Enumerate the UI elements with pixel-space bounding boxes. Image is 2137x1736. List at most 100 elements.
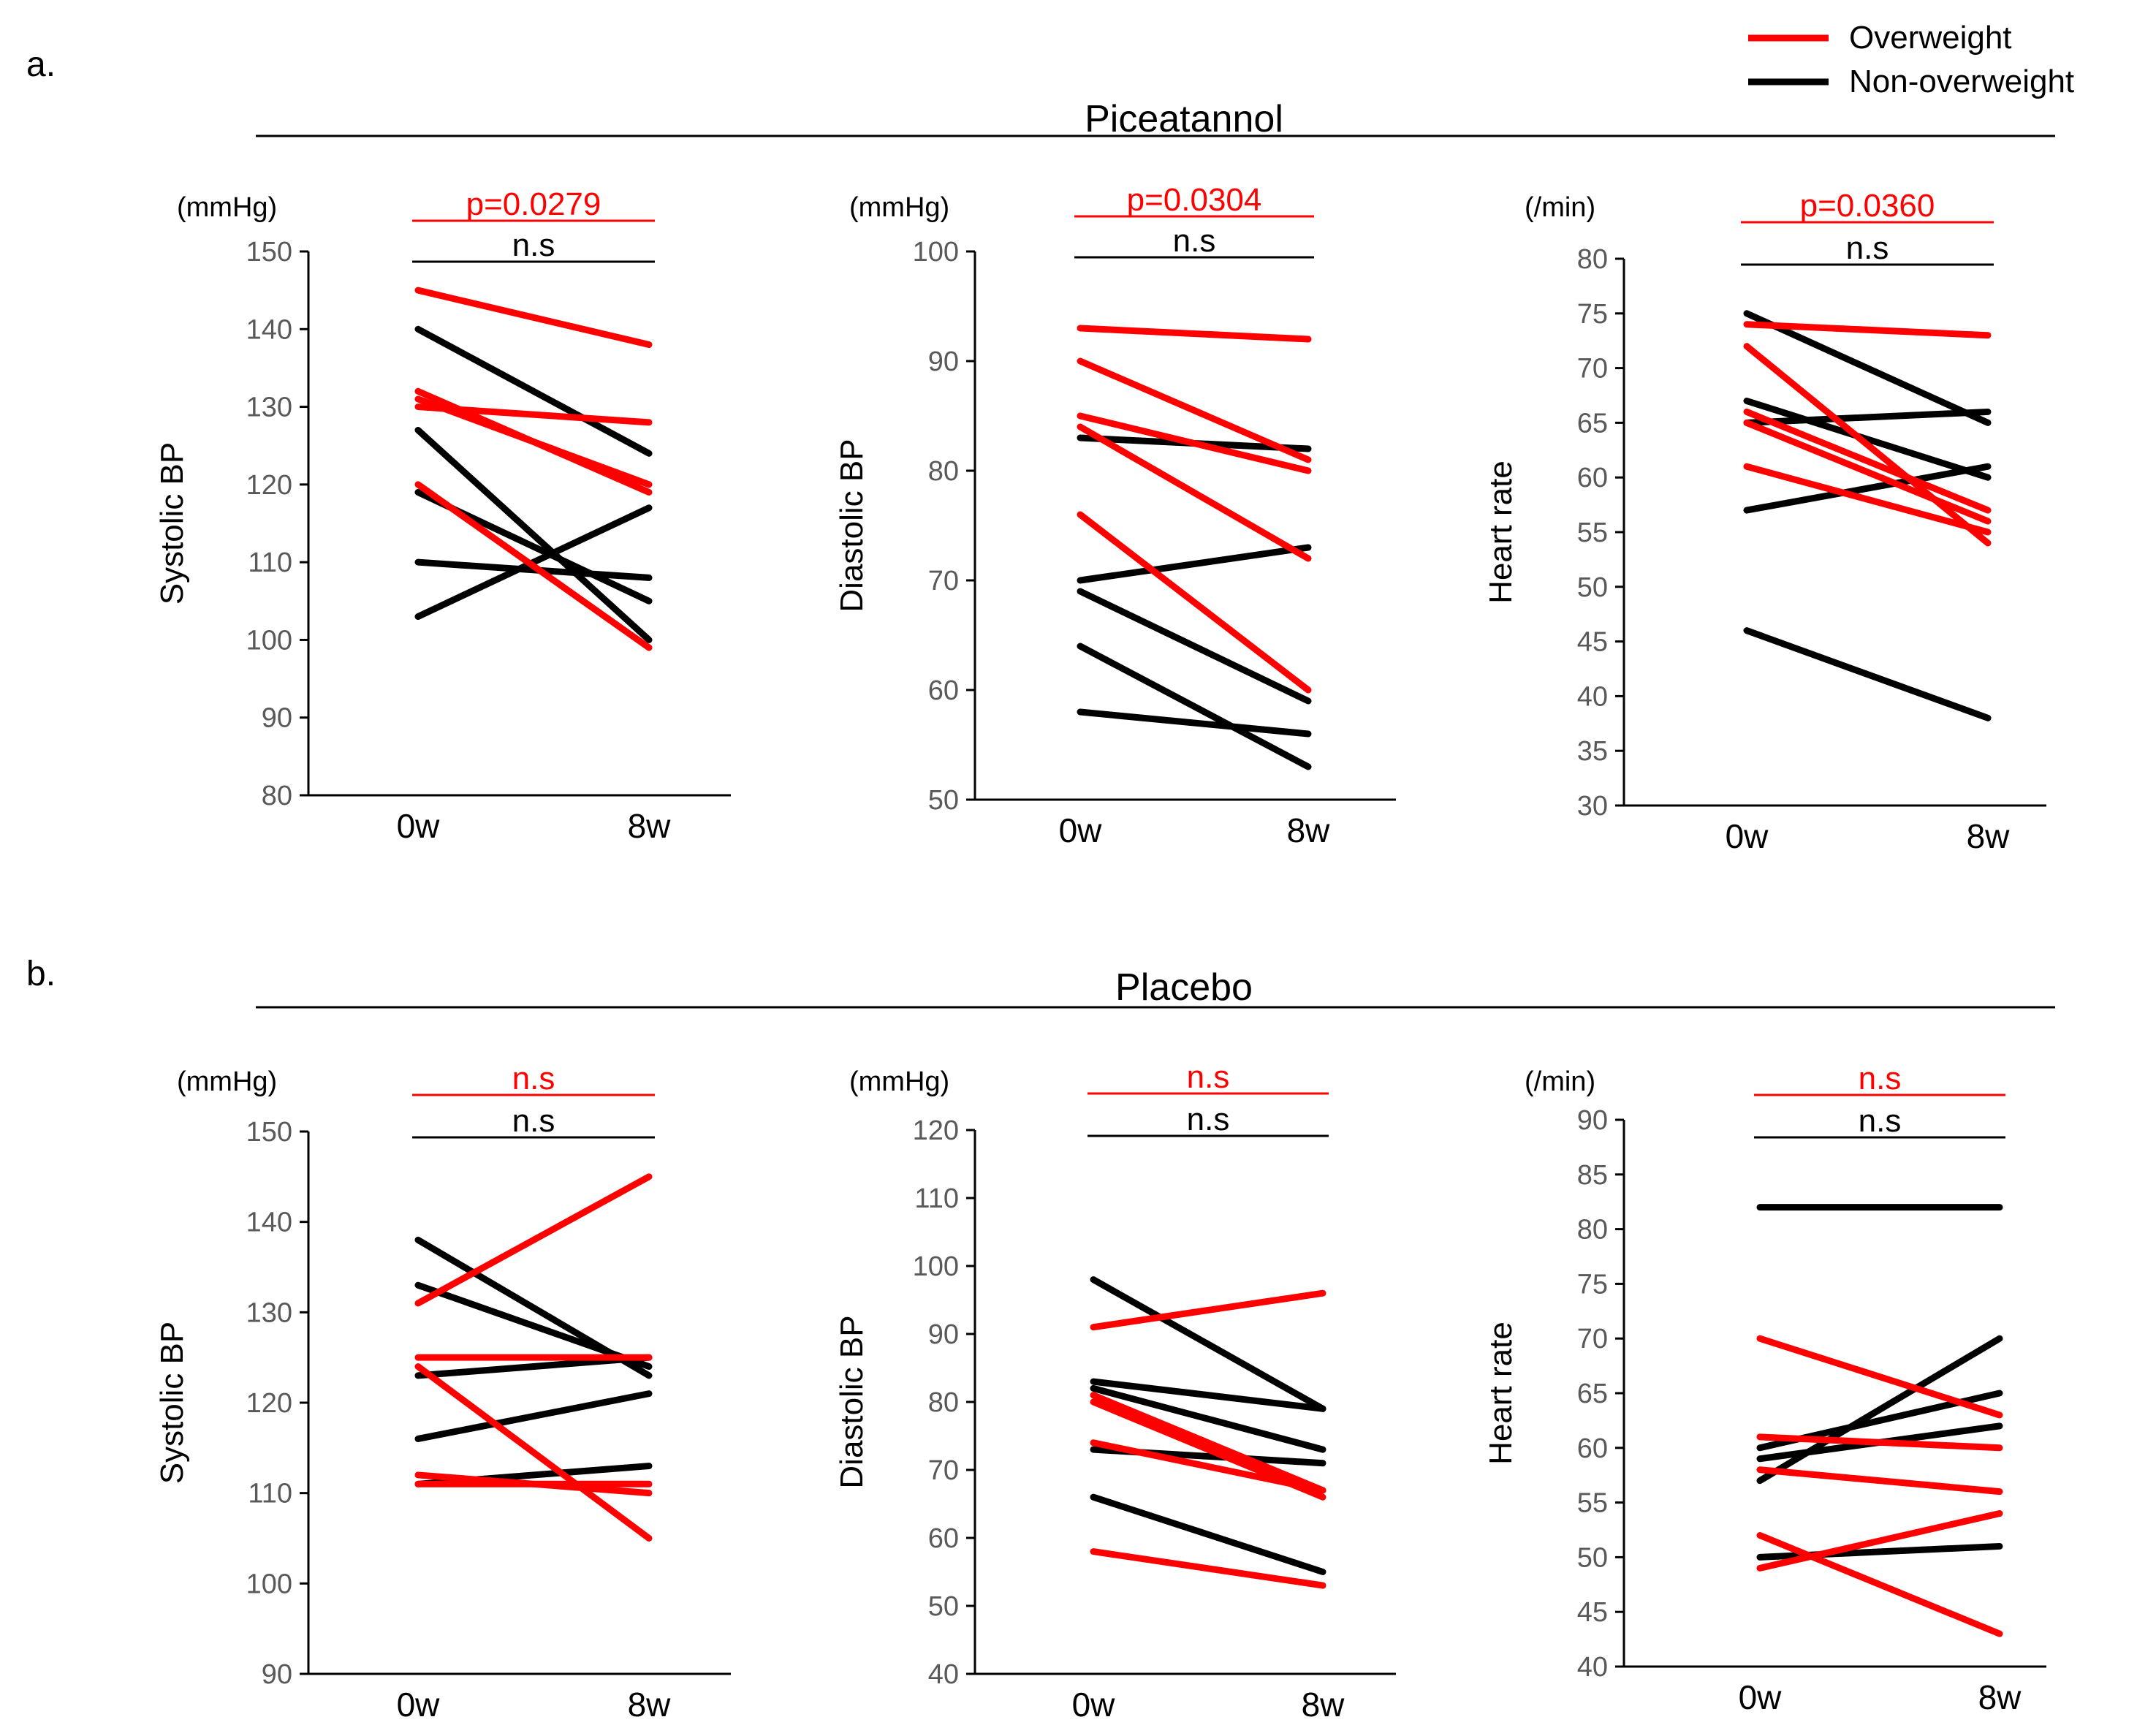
y-tick-label: 120 [246, 470, 292, 501]
y-tick-label: 60 [1577, 1433, 1608, 1464]
y-tick-label: 65 [1577, 1379, 1608, 1409]
series-line-overweight [414, 1173, 653, 1307]
unit-label: (mmHg) [177, 1066, 277, 1097]
y-axis-label: Heart rate [1483, 460, 1519, 604]
y-tick-label: 30 [1577, 791, 1608, 822]
significance-label-non-overweight: n.s [1187, 1102, 1230, 1137]
y-tick-label: 90 [1577, 1105, 1608, 1136]
series-line-overweight [1743, 321, 1992, 339]
y-tick-label: 90 [262, 1659, 292, 1690]
y-tick-label: 140 [246, 1208, 292, 1238]
series-line-non-overweight [1756, 1335, 2003, 1485]
series-line-non-overweight [414, 1390, 653, 1442]
series-line-overweight [1743, 419, 1992, 525]
series-line-overweight [1077, 511, 1312, 694]
series-line-overweight [1077, 412, 1312, 474]
y-tick-label: 70 [928, 566, 959, 596]
y-tick-label: 80 [928, 1387, 959, 1418]
y-tick-label: 50 [1577, 1542, 1608, 1573]
x-tick-label: 0w [1059, 811, 1103, 849]
series-line-non-overweight [1743, 408, 1992, 426]
series-line-overweight [1090, 1392, 1326, 1494]
x-tick-label: 0w [1726, 817, 1769, 855]
series-line-overweight [414, 287, 653, 349]
y-tick-label: 90 [928, 1319, 959, 1350]
y-tick-label: 150 [246, 1117, 292, 1148]
y-tick-label: 140 [246, 314, 292, 345]
y-tick-label: 65 [1577, 408, 1608, 439]
series-line-non-overweight [1756, 1542, 2003, 1561]
legend-label-non-overweight: Non-overweight [1849, 64, 2074, 99]
significance-label-overweight: n.s [512, 1061, 555, 1096]
unit-label: (/min) [1525, 1066, 1595, 1097]
x-tick-label: 0w [397, 1686, 441, 1724]
series-line-overweight [1077, 423, 1312, 562]
y-tick-label: 70 [1577, 1324, 1608, 1354]
series-line-non-overweight [414, 426, 653, 643]
unit-label: (/min) [1525, 192, 1595, 223]
y-tick-label: 90 [262, 703, 292, 734]
y-axis-label: Systolic BP [154, 1322, 190, 1485]
y-tick-label: 70 [1577, 354, 1608, 384]
x-tick-label: 0w [1739, 1678, 1783, 1716]
series-line-non-overweight [1090, 1493, 1326, 1575]
unit-label: (mmHg) [849, 1066, 949, 1097]
group-title-piceatannol: Piceatannol [1085, 98, 1283, 140]
chart-placebo-diastolic: (mmHg) Diastolic BP 40 50 60 70 80 90 100 110 120 0… [834, 1059, 1396, 1724]
significance-label-non-overweight: n.s [512, 227, 555, 263]
series-line-overweight [1090, 1289, 1326, 1331]
significance-label-overweight: p=0.0279 [466, 186, 601, 222]
y-tick-label: 80 [1577, 1215, 1608, 1246]
y-tick-label: 70 [928, 1455, 959, 1486]
panel-label-a: a. [26, 45, 56, 84]
y-tick-label: 80 [928, 456, 959, 487]
y-tick-label: 75 [1577, 1269, 1608, 1300]
y-tick-label: 40 [928, 1659, 959, 1690]
series-line-overweight [1743, 408, 1992, 514]
y-axis-label: Diastolic BP [834, 1315, 870, 1488]
y-tick-label: 100 [246, 625, 292, 656]
panel-label-b: b. [26, 955, 56, 993]
series-line-overweight [414, 481, 653, 651]
y-tick-label: 75 [1577, 299, 1608, 330]
y-tick-label: 55 [1577, 1488, 1608, 1519]
y-tick-label: 50 [928, 1591, 959, 1622]
significance-label-non-overweight: n.s [512, 1103, 555, 1139]
series-line-overweight [1756, 1466, 2003, 1496]
y-tick-label: 85 [1577, 1160, 1608, 1191]
y-axis-label: Systolic BP [154, 442, 190, 605]
legend-label-overweight: Overweight [1849, 20, 2012, 56]
y-tick-label: 40 [1577, 681, 1608, 712]
y-tick-label: 110 [248, 1479, 292, 1509]
series-line-overweight [414, 395, 653, 488]
legend: Overweight Non-overweight [1748, 20, 2074, 99]
series-line-non-overweight [1743, 310, 1992, 426]
series-line-overweight [1743, 463, 1992, 536]
series-line-non-overweight [1090, 1276, 1326, 1412]
significance-label-non-overweight: n.s [1173, 223, 1216, 259]
y-tick-label: 120 [913, 1115, 959, 1146]
x-tick-label: 8w [1287, 811, 1331, 849]
y-tick-label: 60 [1577, 463, 1608, 493]
significance-label-overweight: p=0.0304 [1127, 182, 1262, 218]
x-tick-label: 8w [1967, 817, 2011, 855]
series-line-overweight [1756, 1510, 2003, 1572]
x-tick-label: 8w [628, 807, 672, 845]
unit-label: (mmHg) [177, 192, 277, 223]
series-line-overweight [1077, 325, 1312, 343]
y-tick-label: 45 [1577, 1597, 1608, 1628]
y-tick-label: 110 [248, 547, 292, 578]
series-line-non-overweight [1077, 708, 1312, 738]
y-axis-label: Diastolic BP [834, 439, 870, 612]
significance-label-overweight: n.s [1859, 1061, 1902, 1096]
series-line-non-overweight [414, 1281, 653, 1371]
y-tick-label: 150 [246, 237, 292, 268]
y-tick-label: 100 [246, 1569, 292, 1599]
significance-label-non-overweight: n.s [1859, 1103, 1902, 1139]
y-tick-label: 130 [246, 393, 292, 423]
series-line-overweight [414, 1363, 653, 1542]
chart-piceatannol-systolic: (mmHg) Systolic BP 80 90 100 110 120 130 140 150 0… [154, 186, 731, 845]
y-tick-label: 90 [928, 346, 959, 377]
y-tick-label: 100 [913, 1251, 959, 1282]
